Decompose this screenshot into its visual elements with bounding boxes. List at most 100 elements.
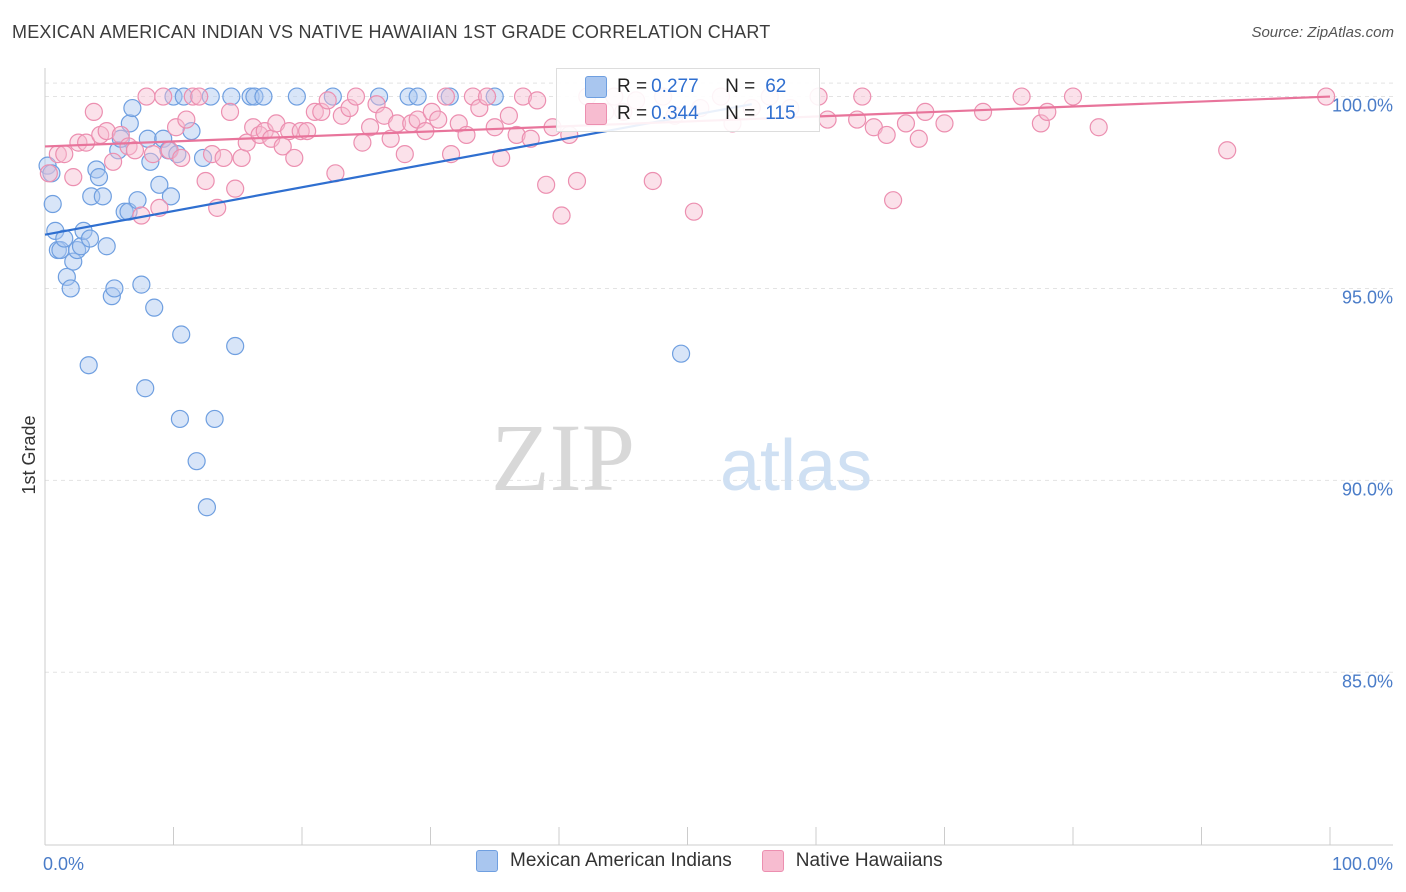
point-native-hawaiians xyxy=(853,87,872,106)
point-native-hawaiians xyxy=(463,87,483,106)
point-native-hawaiians xyxy=(528,91,547,110)
point-mexican-american-indians xyxy=(128,191,147,210)
point-mexican-american-indians xyxy=(93,187,112,206)
point-native-hawaiians xyxy=(499,106,518,125)
stats-row-mexican-american-indians: R = 0.277 N = 62 xyxy=(585,74,786,100)
point-native-hawaiians xyxy=(340,98,359,118)
chart-title: MEXICAN AMERICAN INDIAN VS NATIVE HAWAII… xyxy=(12,22,771,42)
point-native-hawaiians xyxy=(285,148,304,168)
point-mexican-american-indians xyxy=(43,194,62,214)
n-value: 115 xyxy=(765,103,796,124)
point-mexican-american-indians xyxy=(105,279,124,298)
point-native-hawaiians xyxy=(143,145,163,164)
watermark-zip: ZIP xyxy=(491,404,635,511)
point-native-hawaiians xyxy=(521,129,540,148)
point-mexican-american-indians xyxy=(164,87,183,106)
y-tick-label: 95.0% xyxy=(1342,287,1393,307)
x-tick-label: 0.0% xyxy=(43,854,84,874)
point-native-hawaiians xyxy=(55,145,74,164)
point-native-hawaiians xyxy=(125,141,145,160)
point-mexican-american-indians xyxy=(254,87,273,106)
point-native-hawaiians xyxy=(1031,114,1050,133)
point-native-hawaiians xyxy=(1089,118,1108,137)
point-native-hawaiians xyxy=(69,133,88,152)
point-native-hawaiians xyxy=(1218,141,1237,160)
point-native-hawaiians xyxy=(220,102,240,121)
legend-swatch-blue xyxy=(585,76,607,98)
point-mexican-american-indians xyxy=(145,298,164,317)
point-mexican-american-indians xyxy=(197,498,217,517)
point-native-hawaiians xyxy=(883,191,903,210)
r-value: 0.277 xyxy=(651,76,699,97)
point-native-hawaiians xyxy=(177,110,196,129)
point-mexican-american-indians xyxy=(61,279,80,298)
point-native-hawaiians xyxy=(39,164,58,183)
data-points xyxy=(38,87,1336,517)
point-mexican-american-indians xyxy=(97,237,116,256)
watermark-atlas: atlas xyxy=(720,426,872,506)
point-mexican-american-indians xyxy=(440,87,459,106)
series-legend: Mexican American Indians Native Hawaiian… xyxy=(476,850,973,872)
point-mexican-american-indians xyxy=(485,87,504,106)
point-native-hawaiians xyxy=(346,87,366,106)
point-native-hawaiians xyxy=(429,110,448,129)
point-mexican-american-indians xyxy=(172,325,191,344)
point-native-hawaiians xyxy=(190,87,209,106)
y-tick-label: 85.0% xyxy=(1342,671,1393,691)
point-mexican-american-indians xyxy=(80,229,100,248)
legend-swatch-pink xyxy=(585,103,607,125)
point-native-hawaiians xyxy=(935,114,954,133)
point-mexican-american-indians xyxy=(193,148,213,168)
y-tick-label: 100.0% xyxy=(1332,96,1393,116)
point-native-hawaiians xyxy=(896,114,916,133)
legend-item-mexican-american-indians[interactable]: Mexican American Indians xyxy=(476,850,732,872)
point-mexican-american-indians xyxy=(161,187,181,206)
source-credit: Source: ZipAtlas.com xyxy=(1251,24,1394,41)
point-mexican-american-indians xyxy=(222,87,241,106)
point-mexican-american-indians xyxy=(57,267,76,287)
r-value: 0.344 xyxy=(651,103,699,124)
point-native-hawaiians xyxy=(909,129,928,148)
point-native-hawaiians xyxy=(877,125,896,145)
point-native-hawaiians xyxy=(1063,87,1083,106)
point-mexican-american-indians xyxy=(241,87,260,106)
r-label: R = xyxy=(617,103,648,124)
point-mexican-american-indians xyxy=(170,409,190,429)
legend-label: Mexican American Indians xyxy=(510,850,732,871)
point-mexican-american-indians xyxy=(205,409,224,429)
stats-legend: R = 0.277 N = 62 R = 0.344 N = 115 xyxy=(556,68,820,132)
point-mexican-american-indians xyxy=(150,175,169,194)
point-native-hawaiians xyxy=(137,87,156,106)
point-mexican-american-indians xyxy=(187,452,206,471)
point-native-hawaiians xyxy=(172,148,191,168)
point-native-hawaiians xyxy=(332,106,351,125)
point-native-hawaiians xyxy=(318,91,337,110)
point-native-hawaiians xyxy=(196,171,215,191)
point-native-hawaiians xyxy=(684,202,704,221)
point-native-hawaiians xyxy=(537,175,556,194)
point-native-hawaiians xyxy=(1012,87,1031,106)
point-native-hawaiians xyxy=(361,118,380,137)
point-native-hawaiians xyxy=(64,168,83,187)
point-mexican-american-indians xyxy=(132,275,151,294)
y-axis-label: 1st Grade xyxy=(19,415,39,494)
legend-label: Native Hawaiians xyxy=(795,850,943,871)
point-native-hawaiians xyxy=(381,129,400,148)
point-mexican-american-indians xyxy=(123,98,142,118)
point-native-hawaiians xyxy=(214,148,233,168)
point-mexican-american-indians xyxy=(408,87,427,106)
legend-item-native-hawaiians[interactable]: Native Hawaiians xyxy=(761,850,943,872)
n-label: N = xyxy=(725,76,756,97)
x-tick-label: 100.0% xyxy=(1332,854,1393,874)
point-mexican-american-indians xyxy=(89,168,109,187)
point-native-hawaiians xyxy=(507,125,526,145)
point-native-hawaiians xyxy=(643,171,662,191)
point-native-hawaiians xyxy=(97,121,116,141)
point-mexican-american-indians xyxy=(226,336,245,356)
n-value: 62 xyxy=(765,76,787,97)
point-native-hawaiians xyxy=(305,102,324,121)
point-native-hawaiians xyxy=(973,102,993,121)
legend-swatch-blue xyxy=(476,850,498,872)
point-native-hawaiians xyxy=(166,118,186,137)
